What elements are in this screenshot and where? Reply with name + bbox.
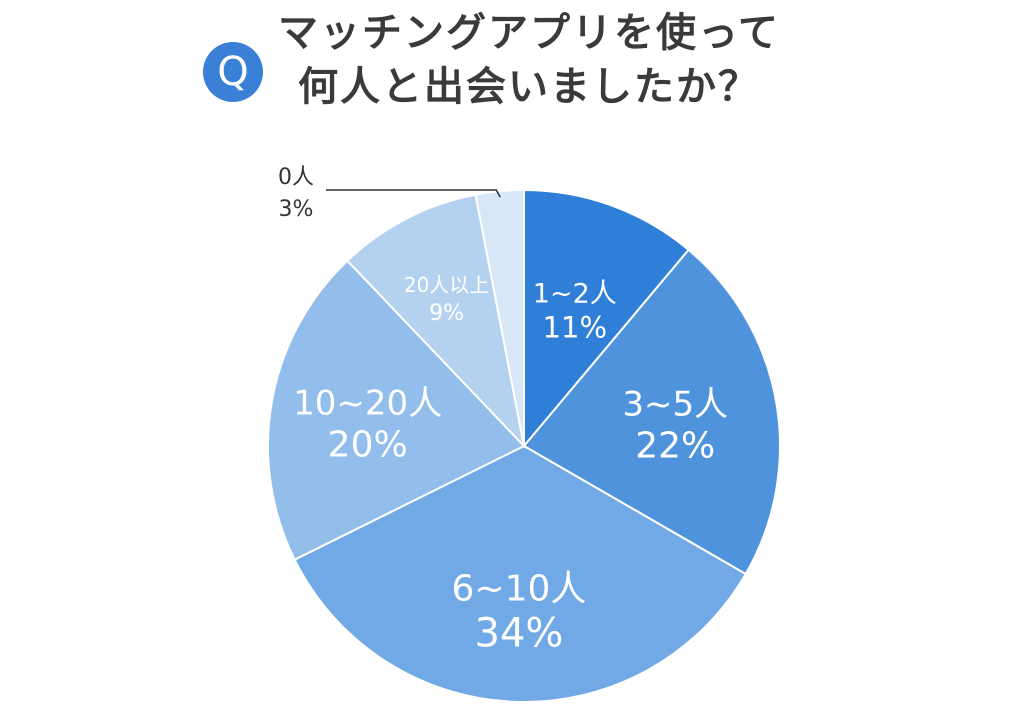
slice-label-pct-6: 3% bbox=[279, 197, 314, 222]
slice-label-name-5: 20人以上 bbox=[404, 273, 489, 297]
slice-label-name-2: 3~5人 bbox=[622, 384, 728, 424]
slice-label-name-4: 10~20人 bbox=[293, 383, 442, 423]
question-badge: Q bbox=[203, 42, 263, 102]
slice-label-name-3: 6~10人 bbox=[452, 569, 587, 610]
pie-slice-2 bbox=[522, 248, 781, 576]
pie-slice-5 bbox=[345, 193, 526, 450]
pie-slice-6 bbox=[474, 188, 525, 447]
slice-label-pct-4: 20% bbox=[328, 424, 408, 465]
slice-label-pct-2: 22% bbox=[635, 425, 715, 466]
pie-slice-1 bbox=[523, 188, 690, 449]
slice-label-name-6: 0人 bbox=[278, 165, 314, 190]
pie-slices bbox=[267, 188, 781, 703]
pie-slice-3 bbox=[293, 444, 748, 703]
chart-title-line-1: マッチングアプリを使って bbox=[278, 10, 780, 56]
slice-label-pct-5: 9% bbox=[429, 301, 464, 326]
chart-title-line-2: 何人と出会いましたか？ bbox=[298, 64, 760, 110]
pie-slice-4 bbox=[267, 259, 526, 562]
leader-line-0 bbox=[326, 189, 501, 198]
slice-label-pct-3: 34% bbox=[475, 611, 564, 657]
slice-label-pct-1: 11% bbox=[543, 310, 607, 344]
chart-title: マッチングアプリを使って 何人と出会いましたか？ bbox=[278, 6, 798, 114]
slice-label-name-1: 1~2人 bbox=[533, 278, 617, 309]
